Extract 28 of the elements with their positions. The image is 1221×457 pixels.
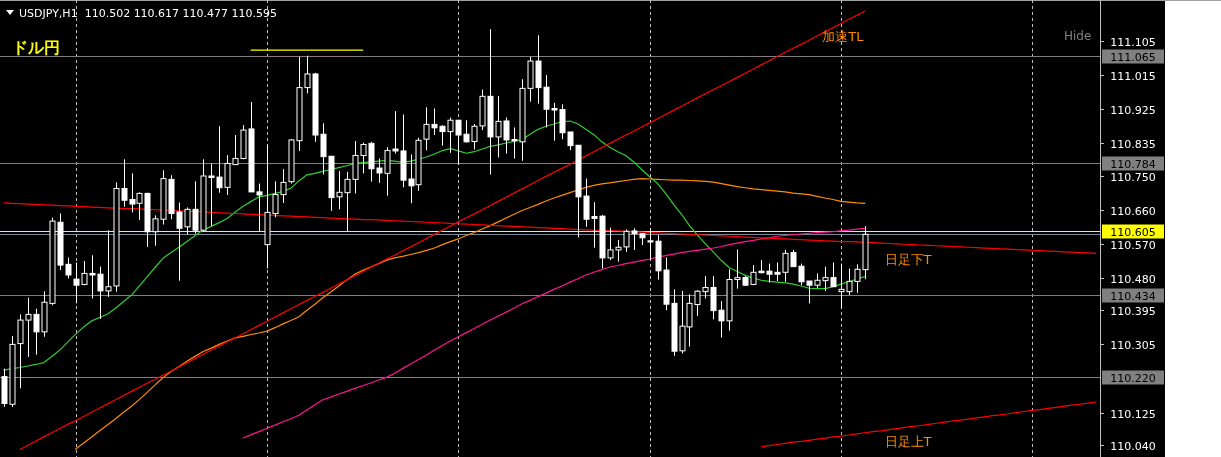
y-tick-label: 110.480 xyxy=(1110,272,1156,286)
y-tick-label: 111.015 xyxy=(1110,69,1156,83)
text: USDJPY,H1 xyxy=(19,7,78,20)
ref-line-label: 110.784 xyxy=(1110,157,1156,171)
y-tick-label: 110.040 xyxy=(1110,439,1156,453)
y-tick-label: 110.835 xyxy=(1110,137,1156,151)
line-series xyxy=(242,227,866,439)
annotation: Hide xyxy=(1064,29,1092,43)
series-label: 日足上T xyxy=(884,434,932,450)
y-tick-label: 110.925 xyxy=(1110,103,1156,117)
series-label: 加速TL xyxy=(822,29,865,45)
ref-line-label: 110.220 xyxy=(1110,371,1156,385)
y-tick-label: 111.105 xyxy=(1110,35,1156,49)
y-tick-label: 110.750 xyxy=(1110,170,1156,184)
y-tick-label: 110.660 xyxy=(1110,204,1156,218)
annotation: ドル円 xyxy=(12,38,60,57)
line-series xyxy=(3,120,866,371)
ref-line-label: 110.605 xyxy=(1110,225,1156,239)
text: 110.502 110.617 110.477 110.595 xyxy=(84,7,278,20)
y-tick-label: 110.395 xyxy=(1110,304,1156,318)
y-tick-label: 110.570 xyxy=(1110,238,1156,252)
series-label: 日足下T xyxy=(884,251,932,267)
line-series xyxy=(75,178,866,450)
line-series xyxy=(760,401,1097,448)
y-tick-label: 110.305 xyxy=(1110,338,1156,352)
ref-line-label: 111.065 xyxy=(1110,50,1156,64)
y-tick-label: 110.125 xyxy=(1110,407,1156,421)
ref-line-label: 110.434 xyxy=(1110,289,1156,303)
